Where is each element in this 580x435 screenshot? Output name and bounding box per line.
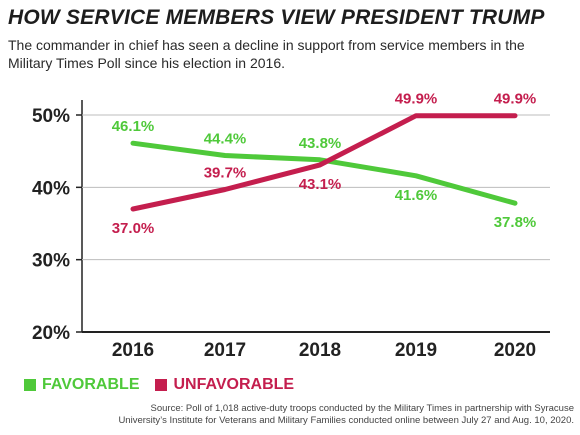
x-tick-label: 2016 <box>112 340 154 361</box>
legend: FAVORABLE UNFAVORABLE <box>24 376 310 394</box>
x-tick-label: 2018 <box>299 340 341 361</box>
chart-subtitle: The commander in chief has seen a declin… <box>8 37 525 71</box>
data-label-unfavorable: 39.7% <box>204 165 247 182</box>
data-label-favorable: 44.4% <box>204 131 247 148</box>
x-tick-label: 2017 <box>204 340 246 361</box>
legend-item-unfavorable: UNFAVORABLE <box>155 376 294 394</box>
y-tick-label: 20% <box>32 323 70 344</box>
legend-swatch-favorable <box>24 379 36 391</box>
y-tick-label: 50% <box>32 106 70 127</box>
series-line-favorable <box>130 140 518 206</box>
data-label-unfavorable: 37.0% <box>112 220 155 237</box>
data-label-favorable: 41.6% <box>395 187 438 204</box>
data-label-favorable: 46.1% <box>112 118 155 135</box>
legend-label-favorable: FAVORABLE <box>42 376 140 393</box>
series-line-unfavorable <box>130 113 518 212</box>
line-chart: 20% 30% 40% 50% 2016 2017 2018 2019 2020 46.1% 44.… <box>32 91 550 361</box>
legend-swatch-unfavorable <box>155 379 168 391</box>
data-label-favorable: 43.8% <box>299 135 342 152</box>
chart-title: HOW SERVICE MEMBERS VIEW PRESIDENT TRUMP <box>8 6 545 29</box>
data-label-unfavorable: 43.1% <box>299 176 342 193</box>
source-note: Source: Poll of 1,018 active-duty troops… <box>118 403 574 426</box>
data-label-unfavorable: 49.9% <box>395 91 438 108</box>
y-tick-label: 30% <box>32 251 70 272</box>
legend-item-favorable: FAVORABLE <box>24 376 139 394</box>
y-tick-label: 40% <box>32 178 70 199</box>
data-label-favorable: 37.8% <box>494 214 537 231</box>
data-label-unfavorable: 49.9% <box>494 91 537 108</box>
x-tick-label: 2019 <box>395 340 437 361</box>
x-tick-label: 2020 <box>494 340 536 361</box>
legend-label-unfavorable: UNFAVORABLE <box>173 376 295 393</box>
